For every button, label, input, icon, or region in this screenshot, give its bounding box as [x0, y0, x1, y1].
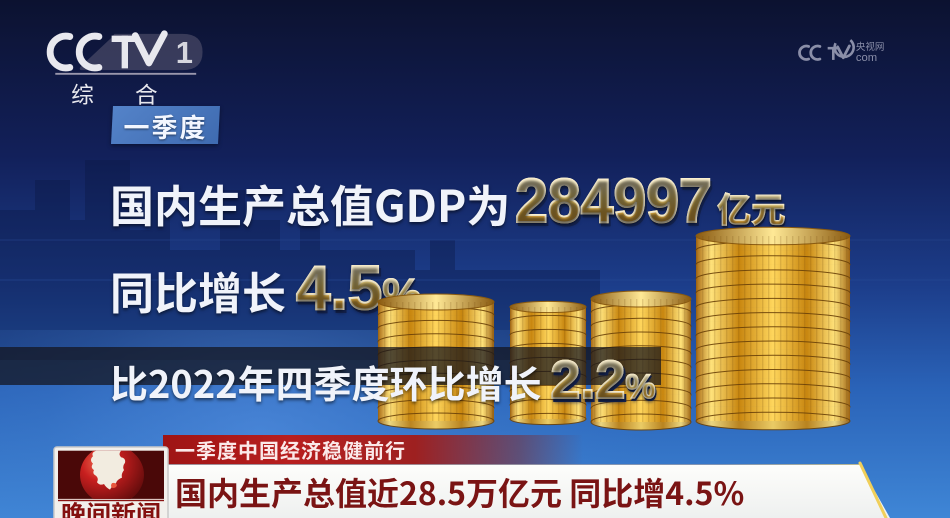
svg-text:晚间新闻: 晚间新闻: [61, 495, 161, 518]
